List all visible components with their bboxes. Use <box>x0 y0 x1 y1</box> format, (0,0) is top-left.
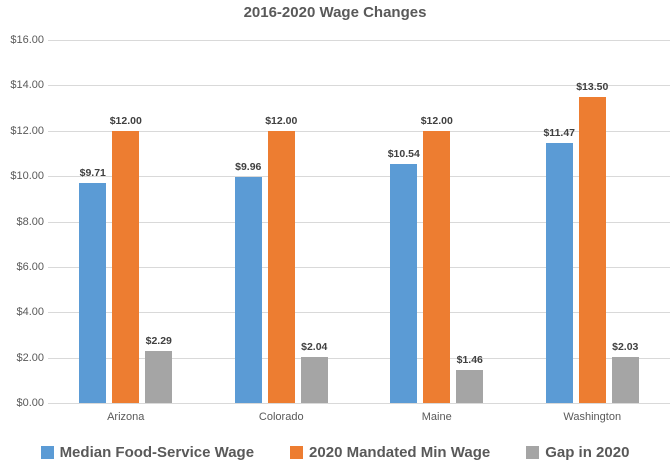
legend-label: Median Food-Service Wage <box>59 444 255 461</box>
bar <box>456 369 484 403</box>
bar <box>145 351 173 403</box>
gridline <box>48 403 670 404</box>
legend-swatch <box>40 446 54 459</box>
bar-data-label: $11.47 <box>543 126 576 139</box>
x-axis-category-label: Arizona <box>107 411 145 423</box>
gridline <box>48 85 670 87</box>
bar-data-label: $2.29 <box>145 335 172 348</box>
gridline <box>48 130 670 132</box>
bar <box>267 130 295 403</box>
bar <box>79 182 107 403</box>
legend-item: Median Food-Service Wage <box>40 444 255 461</box>
bar-data-label: $13.50 <box>576 80 609 93</box>
legend-swatch <box>290 446 304 459</box>
y-axis-tick-label: $16.00 <box>10 34 44 46</box>
bar <box>112 130 140 403</box>
y-axis-tick-label: $6.00 <box>16 260 44 273</box>
gridline <box>48 266 670 268</box>
bar <box>578 96 606 403</box>
bar <box>300 356 328 403</box>
bar <box>390 163 418 403</box>
legend-item: 2020 Mandated Min Wage <box>290 444 490 461</box>
y-axis-tick-label: $2.00 <box>16 351 44 364</box>
gridline <box>48 312 670 314</box>
y-axis-tick-label: $8.00 <box>16 215 44 228</box>
y-axis-tick-label: $0.00 <box>16 397 44 409</box>
gridline <box>48 221 670 223</box>
bar <box>234 177 262 403</box>
bar-data-label: $12.00 <box>109 114 142 127</box>
bar-data-label: $10.54 <box>387 147 420 160</box>
bar <box>423 130 451 403</box>
gridline <box>48 40 670 41</box>
legend-label: Gap in 2020 <box>545 444 630 461</box>
y-axis-tick-label: $14.00 <box>10 79 44 92</box>
y-axis-tick-label: $10.00 <box>10 170 44 183</box>
y-axis-tick-label: $4.00 <box>16 306 44 319</box>
bar <box>611 356 639 403</box>
gridline <box>48 357 670 359</box>
bar-data-label: $12.00 <box>420 114 453 127</box>
bar-data-label: $9.71 <box>79 166 106 179</box>
bar-data-label: $1.46 <box>456 353 483 366</box>
bar-data-label: $9.96 <box>235 161 262 174</box>
legend-swatch <box>526 446 540 459</box>
legend-label: 2020 Mandated Min Wage <box>309 444 491 461</box>
x-axis-category-label: Maine <box>421 411 452 423</box>
x-axis-category-label: Colorado <box>258 411 304 423</box>
gridline <box>48 176 670 178</box>
chart-title: 2016-2020 Wage Changes <box>243 4 427 21</box>
bar <box>545 142 573 403</box>
y-axis-tick-label: $12.00 <box>10 124 44 137</box>
bar-data-label: $12.00 <box>265 114 298 127</box>
legend-item: Gap in 2020 <box>526 444 629 461</box>
x-axis-category-label: Washington <box>563 411 622 423</box>
bar-data-label: $2.03 <box>612 340 639 353</box>
legend: Median Food-Service Wage 2020 Mandated Mi… <box>0 444 670 461</box>
bar-data-label: $2.04 <box>301 340 328 353</box>
